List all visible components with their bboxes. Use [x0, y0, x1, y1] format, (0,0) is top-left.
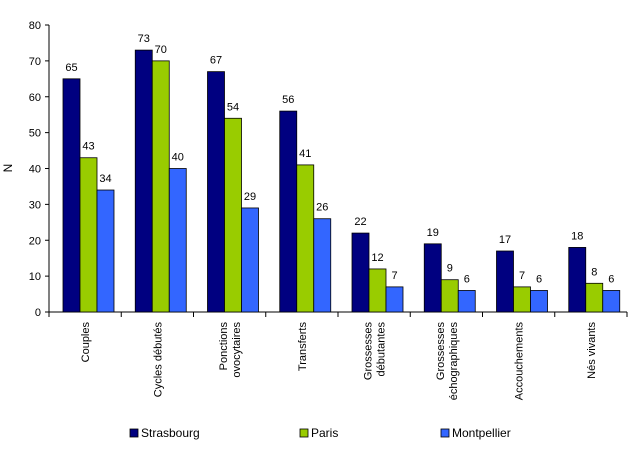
legend-label-strasbourg: Strasbourg: [141, 426, 200, 440]
bar-montpellier: [241, 207, 259, 313]
category-label: ovocytaires: [231, 322, 243, 378]
data-label: 65: [65, 62, 77, 74]
bar-paris: [296, 164, 315, 313]
bar-montpellier: [602, 290, 621, 313]
bar-strasbourg: [207, 71, 225, 313]
data-label: 40: [172, 152, 184, 164]
legend: Strasbourg Paris Montpellier: [129, 426, 511, 440]
y-axis: 0 10 20 30 40 50 60 70 80: [29, 20, 50, 319]
bar-strasbourg: [351, 232, 370, 313]
bar-strasbourg: [496, 250, 514, 313]
category-label: Cycles débutés: [152, 322, 164, 398]
category-label: échographiques: [448, 322, 460, 401]
legend-label-montpellier: Montpellier: [452, 426, 511, 440]
bar-paris: [368, 268, 387, 313]
data-label: 73: [138, 33, 150, 45]
data-label: 41: [299, 148, 311, 160]
y-tick-label: 70: [29, 56, 41, 68]
data-label: 70: [155, 44, 167, 56]
bars: [62, 49, 621, 313]
data-label: 17: [499, 234, 511, 246]
y-tick-label: 40: [29, 164, 41, 176]
data-label: 19: [427, 227, 439, 239]
y-tick-label: 0: [35, 307, 41, 319]
data-label: 6: [464, 273, 470, 285]
category-label: Nés vivants: [586, 322, 598, 379]
bar-strasbourg: [62, 78, 81, 313]
data-label: 34: [99, 173, 111, 185]
data-label: 9: [447, 263, 453, 275]
bar-montpellier: [96, 189, 115, 313]
bar-montpellier: [385, 286, 404, 313]
data-label: 6: [608, 273, 614, 285]
y-tick-label: 80: [29, 20, 41, 32]
y-tick-label: 30: [29, 199, 41, 211]
data-label: 67: [210, 55, 222, 67]
data-label: 56: [282, 94, 294, 106]
data-label: 54: [227, 101, 239, 113]
bar-strasbourg: [134, 49, 153, 313]
category-label: Accouchements: [514, 322, 526, 401]
x-axis: [48, 311, 628, 317]
data-label: 12: [371, 252, 383, 264]
data-label: 22: [354, 216, 366, 228]
bar-paris: [151, 60, 170, 313]
bar-paris: [224, 117, 242, 313]
legend-swatch-paris: [299, 428, 309, 438]
category-labels: Couples Cycles débutés Ponctions ovocytaire…: [80, 322, 598, 401]
bar-strasbourg: [423, 243, 442, 313]
data-label: 29: [244, 191, 256, 203]
data-label: 43: [82, 141, 94, 153]
bar-montpellier: [457, 290, 476, 313]
data-label: 7: [391, 270, 397, 282]
category-label: Couples: [80, 322, 92, 363]
data-label: 6: [536, 273, 542, 285]
y-tick-label: 20: [29, 235, 41, 247]
y-tick-label: 50: [29, 128, 41, 140]
category-label: Grossesses: [363, 322, 375, 381]
legend-label-paris: Paris: [311, 426, 338, 440]
bar-paris: [79, 157, 98, 313]
bar-paris: [513, 286, 531, 313]
bar-montpellier: [530, 290, 548, 313]
category-label: débutantes: [376, 322, 388, 377]
y-tick-label: 10: [29, 271, 41, 283]
legend-swatch-montpellier: [440, 428, 450, 438]
bar-strasbourg: [568, 247, 587, 313]
legend-swatch-strasbourg: [129, 428, 139, 438]
category-label: Ponctions: [218, 322, 230, 371]
data-label: 8: [591, 266, 597, 278]
category-label: Grossesses: [435, 322, 447, 381]
y-tick-label: 60: [29, 92, 41, 104]
category-label: Transferts: [297, 322, 309, 372]
bar-paris: [440, 279, 459, 313]
data-label: 7: [519, 270, 525, 282]
data-label: 18: [571, 230, 583, 242]
bar-montpellier: [168, 168, 187, 313]
y-axis-title: N: [1, 164, 15, 173]
data-label: 26: [316, 202, 328, 214]
bar-strasbourg: [279, 110, 298, 313]
bar-paris: [585, 282, 604, 313]
bar-montpellier: [313, 218, 332, 313]
